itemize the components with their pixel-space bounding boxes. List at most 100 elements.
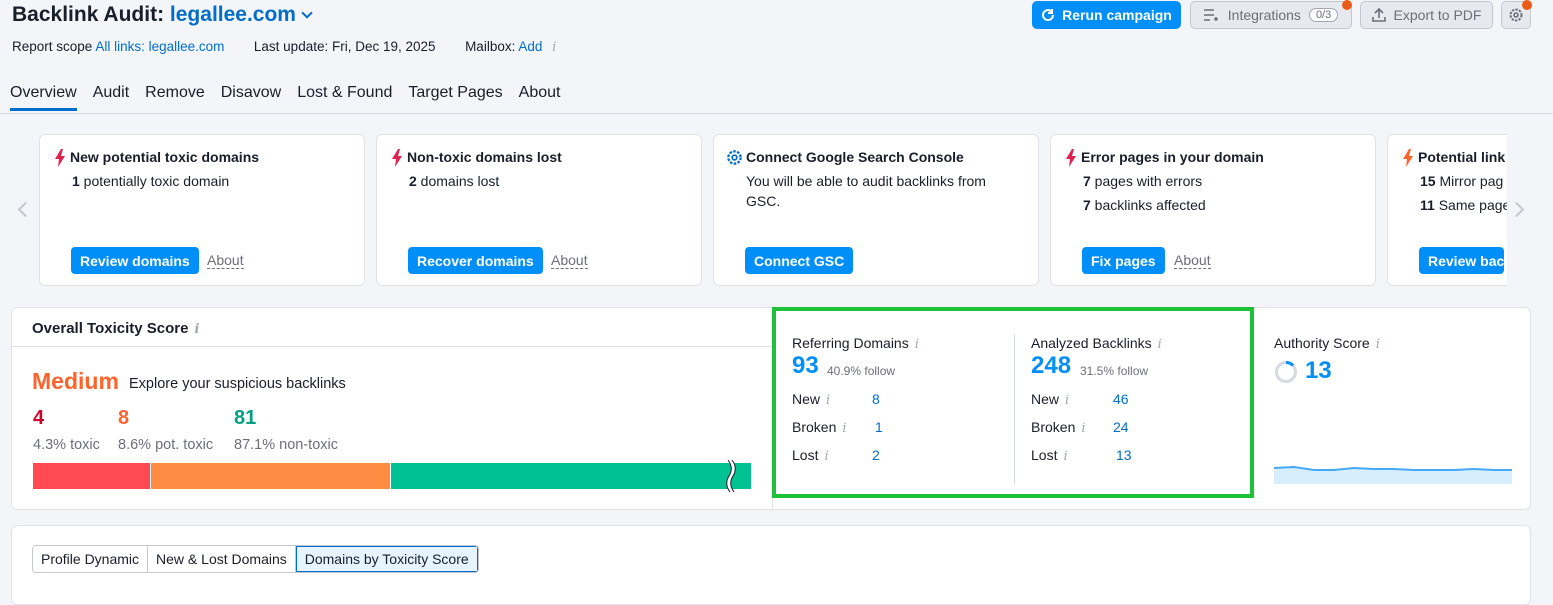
bolt-icon (1066, 149, 1076, 167)
about-link[interactable]: About (1174, 252, 1211, 269)
notification-dot (1522, 0, 1532, 10)
about-link[interactable]: About (551, 252, 588, 269)
tab-lost-found[interactable]: Lost & Found (297, 84, 393, 101)
carousel-next-icon[interactable] (1508, 201, 1525, 218)
authority-value[interactable]: 13 (1305, 357, 1332, 384)
gear-icon (1509, 8, 1523, 22)
bl-broken-label: Broken i (1031, 419, 1086, 436)
tab-audit[interactable]: Audit (92, 84, 130, 101)
tab-disavow[interactable]: Disavow (220, 84, 282, 101)
non-toxic-bar-segment[interactable] (391, 463, 751, 489)
report-meta: Report scope All links: legallee.com Las… (12, 39, 556, 55)
card-potential-links: Potential link 15 Mirror pag 11 Same pag… (1387, 134, 1507, 286)
bl-new-value[interactable]: 46 (1113, 391, 1129, 407)
authority-label: Authority Score i (1274, 335, 1380, 352)
card-title: New potential toxic domains (70, 149, 260, 165)
ref-new-value[interactable]: 8 (872, 391, 880, 407)
toxic-count[interactable]: 4 (33, 407, 45, 429)
tab-target-pages[interactable]: Target Pages (408, 84, 503, 101)
referring-domains-label: Referring Domains i (792, 335, 919, 352)
card-title: Error pages in your domain (1081, 149, 1264, 165)
about-link[interactable]: About (207, 252, 244, 269)
info-icon[interactable]: i (1375, 337, 1380, 352)
card-title: Connect Google Search Console (746, 149, 964, 165)
mailbox-add-link[interactable]: Add (518, 39, 543, 54)
overview-panel: Overall Toxicity Score i Medium Explore y… (11, 307, 1531, 511)
info-icon[interactable]: i (842, 421, 847, 436)
info-icon[interactable]: i (1081, 421, 1086, 436)
card-toxic-domains: New potential toxic domains 1 potentiall… (39, 134, 365, 286)
pot-toxic-share: 8.6% pot. toxic (118, 437, 214, 453)
bl-new-label: New i (1031, 391, 1070, 408)
connect-gsc-button[interactable]: Connect GSC (745, 247, 854, 274)
bl-lost-value[interactable]: 13 (1116, 447, 1132, 463)
segment-profile-dynamic[interactable]: Profile Dynamic (33, 546, 149, 572)
explore-text: Explore your suspicious backlinks (129, 376, 346, 392)
card-line: 11 Same page (1420, 197, 1507, 213)
page-header: Backlink Audit: legallee.com Report scop… (0, 0, 1553, 114)
info-icon[interactable]: i (1065, 393, 1070, 408)
non-toxic-count[interactable]: 81 (234, 407, 257, 429)
recover-domains-button[interactable]: Recover domains (408, 247, 543, 274)
last-update: Last update: Fri, Dec 19, 2025 (253, 39, 436, 54)
segment-new-lost-domains[interactable]: New & Lost Domains (148, 546, 296, 572)
backlinks-label: Analyzed Backlinks i (1031, 335, 1162, 352)
tab-remove[interactable]: Remove (145, 84, 205, 101)
integrations-button[interactable]: Integrations 0/3 (1190, 1, 1352, 29)
upload-icon (1371, 8, 1386, 22)
referring-follow: 40.9% follow (827, 364, 896, 378)
backlinks-follow: 31.5% follow (1080, 364, 1149, 378)
ref-broken-value[interactable]: 1 (875, 419, 883, 435)
card-line: 7 backlinks affected (1083, 197, 1206, 213)
info-icon[interactable]: i (826, 393, 831, 408)
nav-tabs: Overview Audit Remove Disavow Lost & Fou… (10, 84, 576, 111)
refresh-icon (1042, 9, 1055, 22)
card-line: 15 Mirror pag (1420, 173, 1504, 189)
info-icon[interactable]: i (1157, 337, 1162, 352)
card-domains-lost: Non-toxic domains lost 2 domains lost Re… (376, 134, 702, 286)
segment-domains-by-toxicity[interactable]: Domains by Toxicity Score (295, 546, 478, 572)
ref-new-label: New i (792, 391, 831, 408)
chart-view-segmented-control: Profile Dynamic New & Lost Domains Domai… (32, 545, 479, 573)
review-backlinks-button[interactable]: Review bac (1419, 247, 1505, 274)
rerun-campaign-button[interactable]: Rerun campaign (1032, 1, 1181, 29)
toxicity-title: Overall Toxicity Score i (32, 320, 200, 337)
card-line: 1 potentially toxic domain (72, 173, 230, 189)
bar-break-icon (726, 460, 736, 492)
ref-lost-label: Lost i (792, 447, 829, 464)
authority-gauge-icon (1275, 360, 1297, 383)
carousel-prev-icon[interactable] (17, 201, 34, 218)
integrations-count-badge: 0/3 (1308, 8, 1339, 22)
card-title: Potential link (1418, 149, 1506, 165)
toxic-bar-segment[interactable] (33, 463, 150, 489)
page-title: Backlink Audit: legallee.com (12, 3, 313, 27)
card-error-pages: Error pages in your domain 7 pages with … (1050, 134, 1376, 286)
referring-domains-value[interactable]: 93 (792, 352, 819, 379)
backlinks-value[interactable]: 248 (1031, 352, 1072, 379)
chevron-down-icon[interactable] (301, 7, 313, 19)
info-icon[interactable]: i (194, 322, 200, 337)
pot-toxic-bar-segment[interactable] (151, 463, 390, 489)
divider (1014, 334, 1015, 484)
review-domains-button[interactable]: Review domains (71, 247, 199, 274)
info-icon[interactable]: i (1063, 449, 1068, 464)
notification-dot (1342, 0, 1352, 10)
ref-broken-label: Broken i (792, 419, 847, 436)
ref-lost-value[interactable]: 2 (872, 447, 880, 463)
pot-toxic-count[interactable]: 8 (118, 407, 130, 429)
export-pdf-button[interactable]: Export to PDF (1360, 1, 1493, 29)
info-icon[interactable]: i (824, 449, 829, 464)
report-scope-link[interactable]: All links: legallee.com (95, 39, 225, 54)
bolt-icon (392, 149, 402, 167)
bl-broken-value[interactable]: 24 (1113, 419, 1129, 435)
tab-about[interactable]: About (518, 84, 561, 101)
card-connect-gsc: Connect Google Search Console You will b… (713, 134, 1039, 286)
fix-pages-button[interactable]: Fix pages (1082, 247, 1165, 274)
info-icon[interactable]: i (914, 337, 919, 352)
authority-sparkline (1274, 465, 1512, 484)
info-icon[interactable]: i (552, 40, 557, 55)
tab-overview[interactable]: Overview (10, 84, 77, 111)
title-prefix: Backlink Audit: (12, 3, 165, 26)
card-line: GSC. (746, 193, 781, 209)
domain-selector[interactable]: legallee.com (169, 3, 296, 26)
